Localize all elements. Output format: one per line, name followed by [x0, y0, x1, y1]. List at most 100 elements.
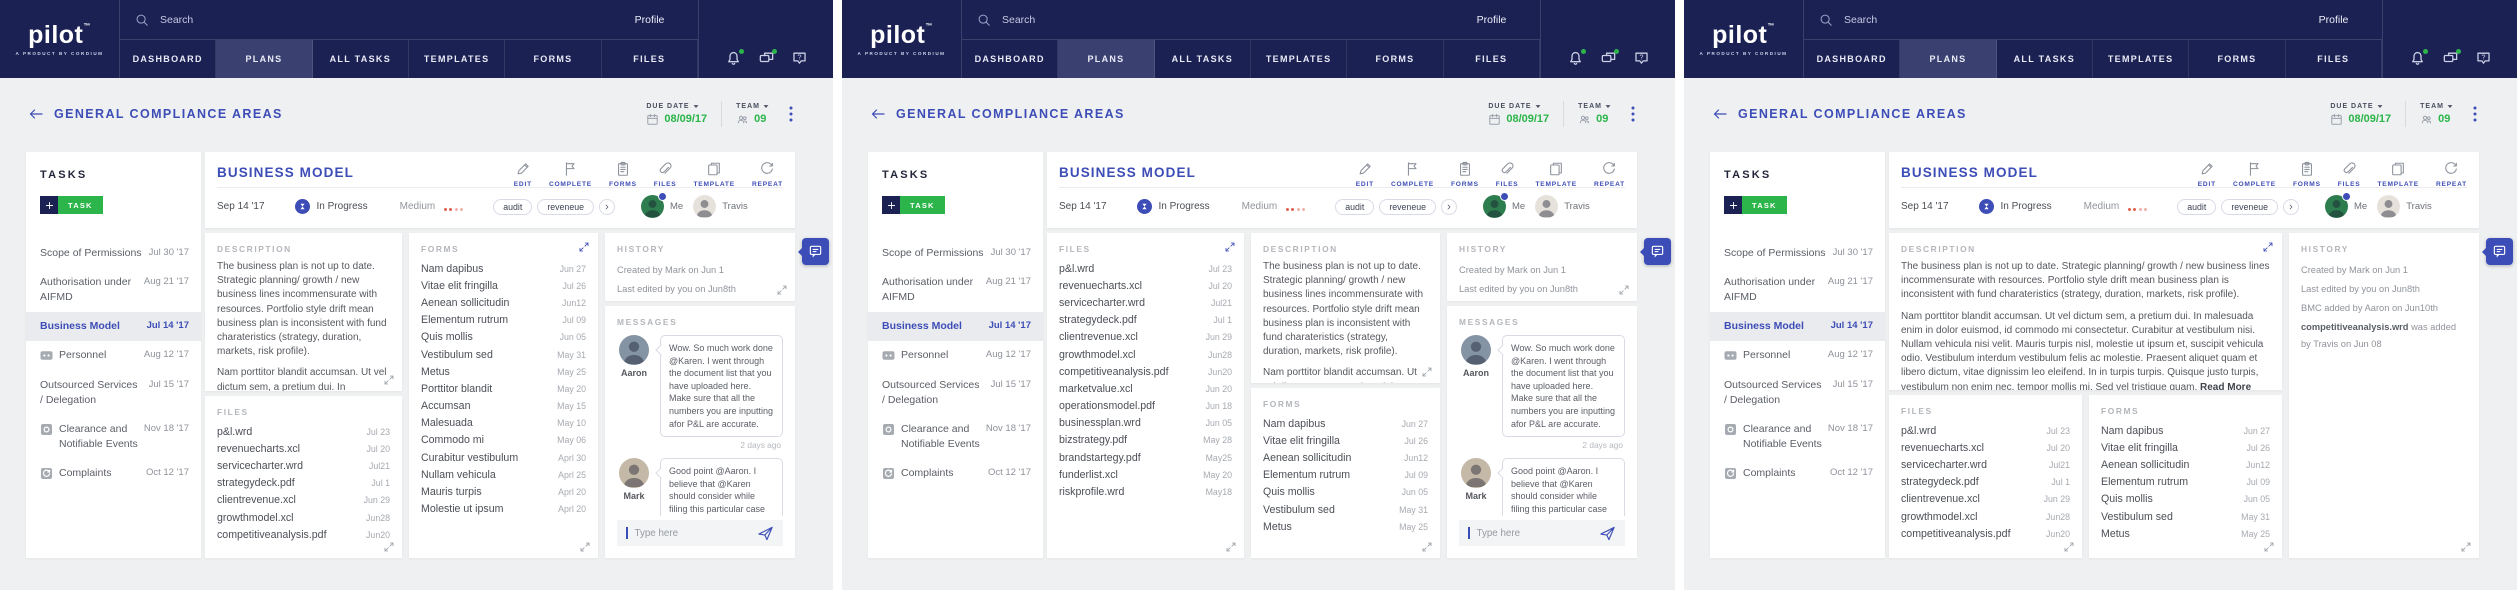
form-row[interactable]: Vitae elit fringilla Jul 26: [1251, 432, 1440, 449]
chat-floating-button[interactable]: [1640, 238, 1671, 265]
task-list-item[interactable]: Outsourced Services / Delegation Jul 15 '…: [868, 371, 1043, 415]
expand-icon[interactable]: [580, 542, 590, 552]
form-row[interactable]: Vestibulum sed May 31: [1251, 501, 1440, 518]
file-row[interactable]: brandstartegy.pdf May25: [1047, 449, 1244, 466]
form-row[interactable]: Nam dapibus Jun 27: [409, 260, 598, 277]
edit-action-button[interactable]: EDIT: [1356, 161, 1374, 188]
due-date-control[interactable]: DUE DATE 08/09/17: [1488, 103, 1549, 126]
messages-chat-icon[interactable]: [1600, 48, 1619, 67]
task-list-item[interactable]: Personnel Aug 12 '17: [868, 341, 1043, 370]
task-list-item[interactable]: Business Model Jul 14 '17: [1710, 312, 1885, 342]
form-row[interactable]: Elementum rutrum Jul 09: [409, 312, 598, 329]
status-control[interactable]: In Progress: [1136, 199, 1210, 214]
form-row[interactable]: Quis mollis Jun 05: [1251, 484, 1440, 501]
form-row[interactable]: Molestie ut ipsum Aprl 20: [409, 501, 598, 518]
task-list-item[interactable]: Authorisation under AIFMD Aug 21 '17: [1710, 268, 1885, 312]
template-action-button[interactable]: TEMPLATE: [693, 161, 734, 188]
form-row[interactable]: Nam dapibus Jun 27: [1251, 415, 1440, 432]
form-row[interactable]: Quis mollis Jun 05: [2089, 491, 2282, 508]
search-input[interactable]: Search: [1804, 13, 2285, 27]
files-action-button[interactable]: FILES: [654, 161, 677, 188]
task-list-item[interactable]: Authorisation under AIFMD Aug 21 '17: [868, 268, 1043, 312]
form-row[interactable]: Elementum rutrum Jul 09: [2089, 474, 2282, 491]
nav-item-all-tasks[interactable]: ALL TASKS: [313, 40, 409, 78]
task-list-item[interactable]: Business Model Jul 14 '17: [868, 312, 1043, 342]
task-list-item[interactable]: Scope of Permissions Jul 30 '17: [1710, 239, 1885, 268]
form-row[interactable]: Nullam vehicula Aprl 25: [409, 466, 598, 483]
collapse-icon[interactable]: [1225, 242, 1235, 252]
expand-icon[interactable]: [1422, 542, 1432, 552]
nav-item-plans[interactable]: PLANS: [216, 40, 313, 78]
task-list-item[interactable]: Clearance and Notifiable Events Nov 18 '1…: [868, 415, 1043, 459]
search-input[interactable]: Search: [120, 13, 601, 27]
task-list-item[interactable]: Complaints Oct 12 '17: [868, 459, 1043, 488]
form-row[interactable]: Elementum rutrum Jul 09: [1251, 467, 1440, 484]
status-control[interactable]: In Progress: [1978, 199, 2052, 214]
help-icon[interactable]: ?: [791, 50, 808, 67]
file-row[interactable]: operationsmodel.pdf Jun 18: [1047, 398, 1244, 415]
file-row[interactable]: servicecharter.wrd Jul21: [205, 457, 402, 474]
assignee-avatar[interactable]: [2377, 195, 2401, 218]
notifications-bell-icon[interactable]: [725, 48, 744, 67]
task-list-item[interactable]: Complaints Oct 12 '17: [26, 459, 201, 488]
form-row[interactable]: Metus May 25: [1251, 518, 1440, 535]
nav-item-all-tasks[interactable]: ALL TASKS: [1997, 40, 2093, 78]
repeat-action-button[interactable]: REPEAT: [2436, 161, 2467, 188]
priority-control[interactable]: Medium: [2084, 198, 2148, 216]
message-input[interactable]: Type here: [1459, 520, 1625, 546]
file-row[interactable]: competitiveanalysis.pdf Jun20: [205, 526, 402, 543]
task-list-item[interactable]: Scope of Permissions Jul 30 '17: [868, 239, 1043, 268]
file-row[interactable]: marketvalue.xcl Jun 20: [1047, 380, 1244, 397]
task-list-item[interactable]: Personnel Aug 12 '17: [1710, 341, 1885, 370]
notifications-bell-icon[interactable]: [2409, 48, 2428, 67]
message-input[interactable]: Type here: [617, 520, 783, 546]
form-row[interactable]: Nam dapibus Jun 27: [2089, 422, 2282, 439]
nav-item-forms[interactable]: FORMS: [505, 40, 602, 78]
task-list-item[interactable]: Clearance and Notifiable Events Nov 18 '1…: [1710, 415, 1885, 459]
help-icon[interactable]: ?: [2475, 50, 2492, 67]
file-row[interactable]: businessplan.wrd Jun 05: [1047, 415, 1244, 432]
form-row[interactable]: Aenean sollicitudin Jun12: [1251, 449, 1440, 466]
file-row[interactable]: growthmodel.xcl Jun28: [205, 509, 402, 526]
task-list-item[interactable]: Complaints Oct 12 '17: [1710, 459, 1885, 488]
more-options-kebab-icon[interactable]: [783, 104, 799, 124]
expand-icon[interactable]: [2064, 542, 2074, 552]
tag-pill[interactable]: reveneue: [1379, 198, 1436, 215]
messages-chat-icon[interactable]: [758, 48, 777, 67]
form-row[interactable]: Aenean sollicitudin Jun12: [409, 294, 598, 311]
forms-action-button[interactable]: FORMS: [1451, 161, 1479, 188]
form-row[interactable]: Accumsan May 15: [409, 398, 598, 415]
files-action-button[interactable]: FILES: [1496, 161, 1519, 188]
team-control[interactable]: TEAM 09: [2420, 103, 2453, 126]
form-row[interactable]: Commodo mi May 06: [409, 432, 598, 449]
profile-button[interactable]: Profile: [2318, 13, 2349, 26]
assignee-avatar[interactable]: [1483, 192, 1509, 218]
form-row[interactable]: Porttitor blandit May 20: [409, 380, 598, 397]
nav-item-dashboard[interactable]: DASHBOARD: [120, 40, 217, 78]
nav-item-plans[interactable]: PLANS: [1058, 40, 1155, 78]
file-row[interactable]: p&l.wrd Jul 23: [205, 423, 402, 440]
nav-item-files[interactable]: FILES: [2286, 40, 2382, 78]
file-row[interactable]: competitiveanalysis.pdf Jun20: [1047, 363, 1244, 380]
file-row[interactable]: competitiveanalysis.pdf Jun20: [1889, 525, 2082, 542]
status-control[interactable]: In Progress: [294, 199, 368, 214]
chat-floating-button[interactable]: [2482, 238, 2513, 265]
nav-item-plans[interactable]: PLANS: [1900, 40, 1997, 78]
tag-pill[interactable]: audit: [493, 198, 533, 215]
task-list-item[interactable]: Personnel Aug 12 '17: [26, 341, 201, 370]
file-row[interactable]: bizstrategy.pdf May 28: [1047, 432, 1244, 449]
form-row[interactable]: Metus May 25: [409, 363, 598, 380]
repeat-action-button[interactable]: REPEAT: [1594, 161, 1625, 188]
file-row[interactable]: riskprofile.wrd May18: [1047, 483, 1244, 500]
assignee-avatar[interactable]: [641, 192, 667, 218]
expand-icon[interactable]: [777, 285, 787, 295]
nav-item-dashboard[interactable]: DASHBOARD: [1804, 40, 1901, 78]
help-icon[interactable]: ?: [1633, 50, 1650, 67]
file-row[interactable]: growthmodel.xcl Jun28: [1889, 508, 2082, 525]
profile-button[interactable]: Profile: [1476, 13, 1507, 26]
file-row[interactable]: strategydeck.pdf Jul 1: [1889, 474, 2082, 491]
form-row[interactable]: Malesuada May 10: [409, 415, 598, 432]
file-row[interactable]: clientrevenue.xcl Jun 29: [205, 492, 402, 509]
brand-logo[interactable]: pilot™ A PRODUCT BY CORDIUM: [1684, 0, 1804, 78]
add-task-button[interactable]: TASK: [1724, 196, 1787, 214]
